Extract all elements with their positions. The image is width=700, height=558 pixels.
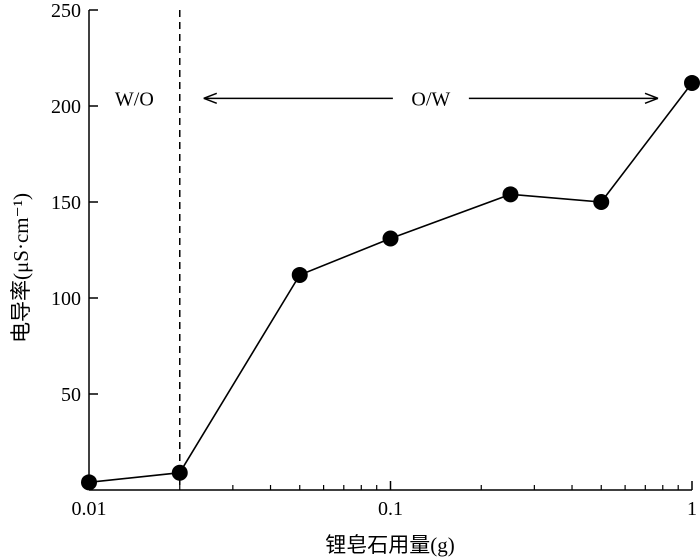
y-tick-label: 250 bbox=[51, 0, 81, 22]
y-tick-label: 200 bbox=[51, 96, 81, 118]
axis-ticks: 50 100 150 200 250 0.01 0.1 1 bbox=[51, 0, 697, 520]
arrow-left-head bbox=[203, 92, 218, 105]
data-point bbox=[81, 474, 97, 491]
data-point bbox=[171, 464, 188, 481]
arrow-right-head bbox=[644, 92, 659, 105]
data-point bbox=[291, 266, 308, 283]
data-series bbox=[81, 74, 700, 491]
data-point bbox=[502, 186, 519, 203]
x-tick-label: 0.01 bbox=[72, 498, 107, 520]
w-o-label: W/O bbox=[115, 88, 154, 110]
y-axis-title: 电导率(μS·cm⁻¹) bbox=[9, 193, 33, 343]
data-point bbox=[593, 194, 610, 210]
x-axis-title: 锂皂石用量(g) bbox=[325, 533, 455, 557]
data-point bbox=[684, 74, 700, 91]
annotations: W/O O/W bbox=[115, 10, 659, 490]
o-w-label: O/W bbox=[411, 88, 450, 110]
x-tick-label: 1 bbox=[687, 498, 697, 520]
y-tick-label: 100 bbox=[51, 288, 81, 310]
y-tick-label: 150 bbox=[51, 192, 81, 214]
data-point bbox=[382, 230, 399, 247]
y-tick-label: 50 bbox=[61, 384, 81, 406]
x-tick-label: 0.1 bbox=[378, 498, 403, 520]
